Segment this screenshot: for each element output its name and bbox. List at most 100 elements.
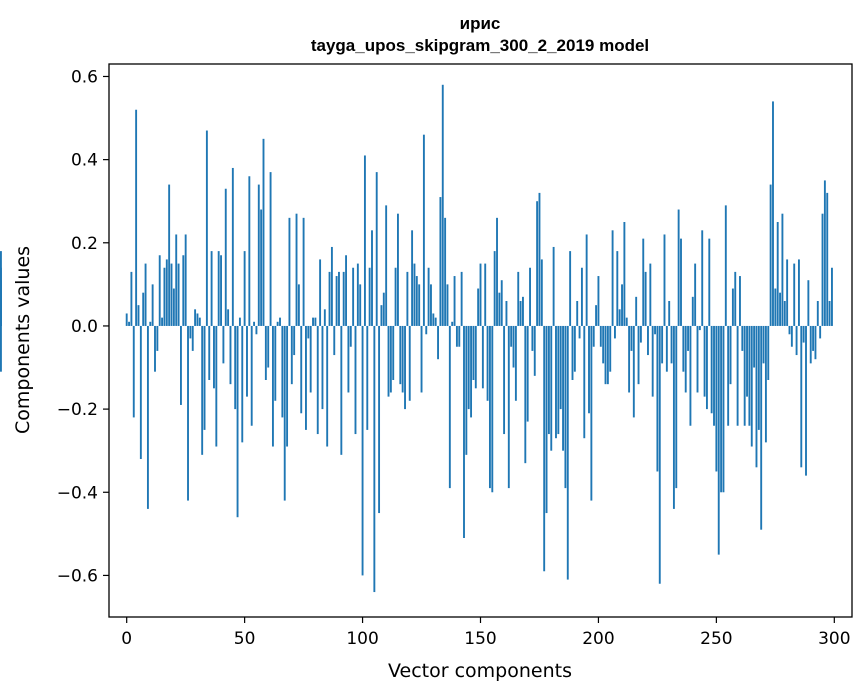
bar	[611, 230, 614, 326]
bar	[151, 284, 154, 326]
bar	[736, 325, 739, 426]
bar	[514, 325, 517, 401]
bar	[722, 325, 725, 493]
y-tick-label: −0.2	[57, 400, 98, 420]
bar	[644, 271, 647, 326]
bar	[297, 284, 300, 326]
bar	[717, 325, 720, 555]
bar	[213, 325, 215, 389]
bar	[573, 325, 576, 372]
bar	[576, 301, 579, 326]
bar	[790, 325, 793, 347]
chart-subtitle: tayga_upos_skipgram_300_2_2019 model	[311, 36, 649, 55]
bar	[786, 259, 789, 326]
bar	[368, 267, 371, 326]
bar	[757, 325, 760, 430]
bar	[142, 292, 145, 326]
bar	[654, 325, 656, 335]
bar	[149, 321, 152, 326]
bar	[750, 325, 753, 447]
bar	[170, 263, 173, 326]
bar	[760, 325, 763, 530]
bar	[580, 267, 583, 326]
bar	[293, 325, 296, 356]
bar	[618, 309, 621, 326]
bar	[625, 317, 628, 326]
bar	[491, 325, 494, 493]
bar	[203, 325, 206, 430]
bar	[734, 271, 737, 326]
bar	[635, 296, 638, 326]
bar	[496, 217, 498, 326]
bar	[691, 296, 694, 326]
bar	[467, 325, 470, 410]
y-tick-label: −0.6	[57, 566, 98, 586]
bar	[592, 325, 595, 347]
bar	[163, 267, 166, 326]
bar	[234, 325, 237, 410]
bar	[196, 313, 199, 326]
bar	[687, 325, 690, 351]
bar	[281, 325, 284, 418]
bar	[238, 317, 241, 326]
bar	[545, 325, 548, 514]
y-tick-label: 0.4	[71, 151, 98, 171]
bar	[446, 284, 449, 326]
bar	[503, 325, 506, 435]
bar	[540, 259, 543, 326]
bar	[448, 325, 451, 489]
bar	[274, 325, 277, 401]
bar	[614, 325, 616, 339]
bar	[564, 325, 567, 489]
bar	[590, 325, 593, 501]
bar	[479, 263, 482, 326]
bar	[335, 276, 338, 326]
bar	[130, 271, 133, 326]
bar	[349, 325, 352, 347]
bar	[639, 325, 642, 343]
bar	[498, 292, 501, 326]
bar	[330, 246, 333, 326]
bar	[401, 325, 404, 393]
bar	[743, 325, 746, 426]
bar	[125, 313, 128, 326]
bar	[675, 325, 678, 489]
bar	[812, 325, 815, 351]
bar	[451, 321, 454, 326]
bar	[156, 325, 159, 351]
bar	[243, 251, 246, 326]
bar	[420, 325, 423, 393]
bar	[302, 217, 305, 326]
bar	[333, 325, 336, 356]
bar	[569, 251, 572, 326]
bar	[705, 325, 708, 410]
bar	[224, 188, 227, 326]
bar	[797, 259, 800, 326]
bar	[588, 325, 590, 414]
bar	[621, 284, 623, 326]
bar	[731, 288, 734, 326]
bar	[724, 205, 727, 326]
bar	[741, 325, 744, 351]
bar	[571, 325, 574, 380]
bar	[661, 325, 664, 364]
bar	[595, 305, 598, 326]
bar	[180, 325, 182, 405]
bar	[682, 325, 685, 372]
bar	[227, 309, 230, 326]
bar	[0, 267, 2, 326]
bar	[552, 246, 555, 326]
bar	[189, 325, 192, 339]
bar	[781, 213, 784, 326]
bar	[701, 230, 704, 326]
bar	[260, 209, 263, 326]
bar	[708, 238, 711, 326]
bar	[531, 325, 534, 351]
bar	[814, 325, 817, 360]
bar	[177, 263, 180, 326]
bar	[460, 271, 463, 326]
bar	[352, 267, 355, 326]
bar	[739, 276, 741, 326]
bar	[453, 276, 456, 326]
